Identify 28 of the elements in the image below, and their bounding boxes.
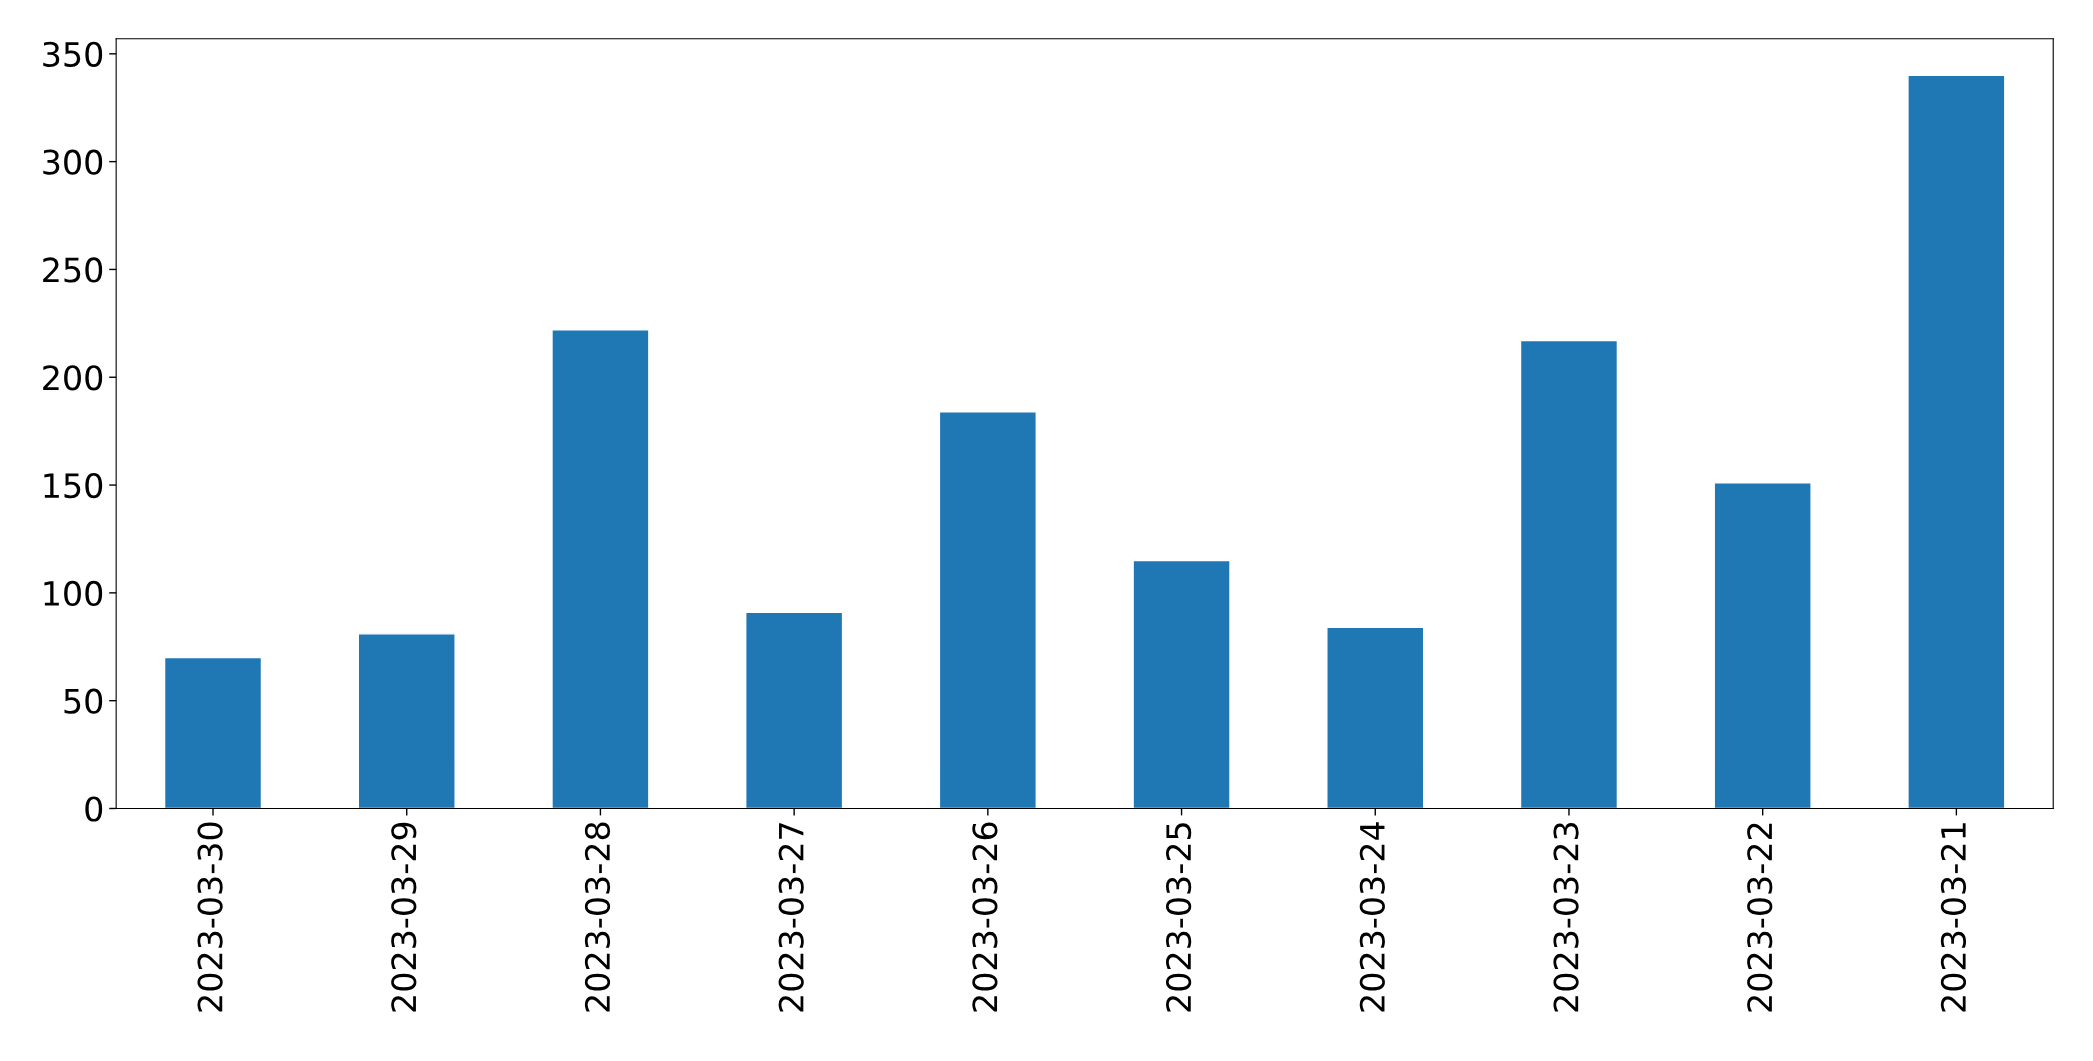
y-tick-label: 100 — [44, 580, 103, 606]
bar — [163, 656, 263, 809]
bar — [1907, 74, 2006, 809]
bar — [1132, 559, 1231, 809]
y-tick-label: 50 — [64, 688, 103, 714]
y-tick-label: 350 — [43, 41, 103, 67]
x-tick-label: 2023-03-26 — [972, 822, 998, 1012]
bar — [745, 611, 844, 809]
x-tick-label: 2023-03-28 — [584, 822, 611, 1012]
bar — [551, 329, 650, 809]
bar — [357, 633, 456, 809]
y-tick-label: 0 — [85, 796, 103, 822]
x-tick-label: 2023-03-25 — [1166, 823, 1192, 1012]
y-tick-label: 250 — [43, 257, 103, 283]
x-tick-label: 2023-03-30 — [197, 822, 223, 1012]
y-tick-label: 150 — [44, 472, 103, 499]
bar — [1713, 482, 1812, 809]
x-tick-label: 2023-03-27 — [778, 823, 804, 1012]
x-tick-label: 2023-03-24 — [1359, 822, 1385, 1012]
x-tick-label: 2023-03-21 — [1940, 823, 1967, 1012]
bar — [938, 411, 1037, 809]
x-tick-label: 2023-03-29 — [391, 822, 417, 1012]
y-tick-label: 200 — [43, 365, 103, 391]
y-tick-label: 300 — [43, 149, 103, 175]
x-tick-label: 2023-03-23 — [1553, 822, 1579, 1012]
bar — [1326, 626, 1425, 809]
x-tick-label: 2023-03-22 — [1747, 823, 1773, 1012]
bar — [1519, 339, 1619, 809]
